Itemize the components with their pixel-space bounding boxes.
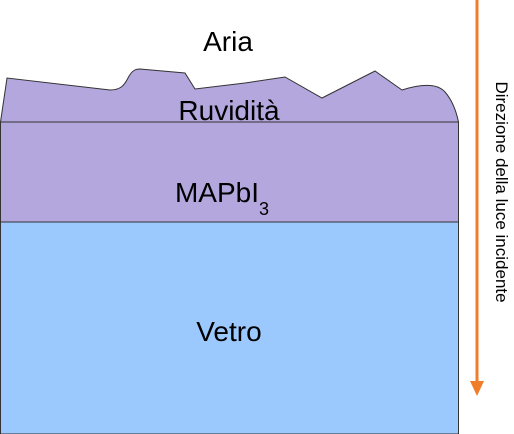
- perovskite-label: MAPbI3: [175, 177, 269, 219]
- roughness-label: Ruvidità: [178, 95, 280, 126]
- glass-layer: [0, 221, 459, 434]
- air-label: Aria: [203, 26, 253, 57]
- glass-label: Vetro: [196, 316, 261, 347]
- perovskite-label-subscript: 3: [259, 199, 269, 219]
- roughness-layer: [0, 68, 460, 123]
- arrow-down-icon: [470, 0, 484, 396]
- perovskite-layer: [0, 121, 459, 223]
- light-direction-label: Direzione della luce incidente: [492, 81, 511, 302]
- perovskite-label-main: MAPbI: [175, 177, 259, 208]
